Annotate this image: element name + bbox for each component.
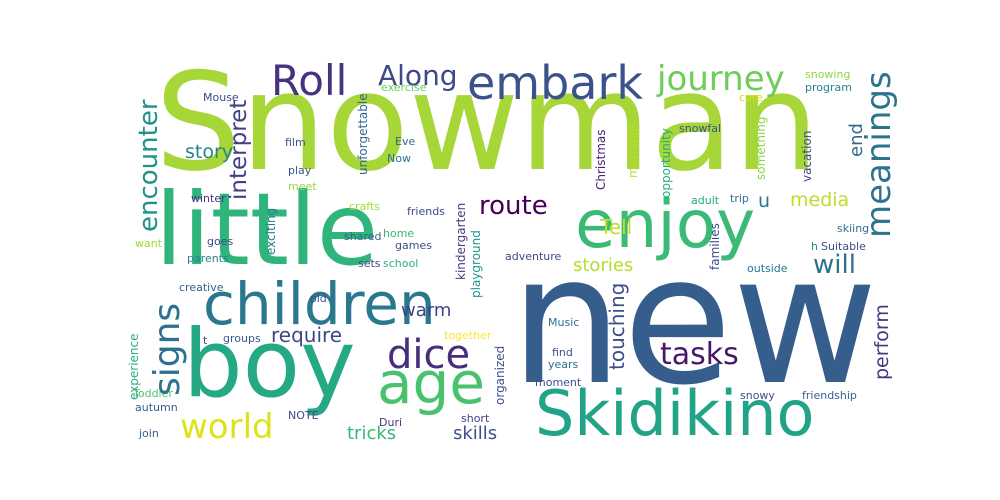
word-parents: parents — [187, 252, 229, 265]
word-roll: Roll — [271, 60, 348, 105]
word-organized: organized — [493, 345, 507, 405]
word-warm: warm — [401, 300, 452, 321]
word-trip: trip — [730, 192, 749, 205]
word-meet: meet — [288, 180, 317, 193]
word-crafts: crafts — [349, 200, 381, 213]
word-h: h — [811, 240, 818, 253]
word-require: require — [271, 323, 343, 347]
word-skiing: skiing — [837, 222, 870, 235]
word-tell: Tell — [600, 215, 633, 239]
word-skills: skills — [453, 423, 498, 444]
word-touching: touching — [605, 282, 629, 370]
word-sets: sets — [358, 257, 381, 270]
word-friends: friends — [407, 205, 445, 218]
word-now: Now — [387, 152, 411, 165]
word-adventure: adventure — [505, 250, 562, 263]
word-creative: creative — [179, 281, 224, 294]
word-skidikino: Skidikino — [535, 377, 815, 445]
word-boy: boy — [183, 310, 356, 419]
word-suitable: Suitable — [821, 240, 866, 253]
word-perform: perform — [871, 304, 893, 380]
word-friendship: friendship — [802, 389, 857, 402]
word-find: find — [552, 346, 573, 359]
word-winter: winter — [191, 192, 226, 205]
word-school: school — [383, 257, 419, 270]
word-opportunity: opportunity — [659, 128, 673, 198]
word-vacation: vacation — [800, 130, 814, 182]
word-mouse: Mouse — [203, 91, 239, 104]
word-exercise: exercise — [381, 81, 427, 94]
word-games: games — [395, 239, 432, 252]
word-stories: stories — [573, 255, 634, 276]
word-tricks: tricks — [347, 423, 397, 444]
word-shared: shared — [344, 230, 382, 243]
word-care: care — [739, 91, 763, 104]
word-will: will — [813, 250, 856, 280]
word-meanings: meanings — [859, 71, 899, 238]
word-new: new — [510, 217, 878, 424]
word-end: end — [846, 123, 867, 157]
word-join: join — [139, 427, 159, 440]
word-media: media — [790, 189, 850, 211]
word-cloud: Snowman new little boy children enjoy ag… — [125, 60, 900, 445]
word-kindergarten: kindergarten — [454, 202, 468, 280]
word-snowing: snowing — [805, 68, 851, 81]
word-children: children — [203, 270, 436, 338]
word-families: families — [708, 223, 722, 270]
word-along: Along — [378, 60, 458, 92]
word-snowy: snowy — [740, 389, 775, 402]
word-exciting: exciting — [264, 207, 278, 255]
word-age: age — [377, 349, 486, 417]
word-christmas: Christmas — [594, 129, 608, 190]
word-autumn: autumn — [135, 401, 178, 414]
word-eve: Eve — [395, 135, 416, 148]
word-toddler: Toddler — [133, 387, 173, 400]
word-film: film — [285, 136, 306, 149]
word-experience: experience — [127, 333, 141, 400]
word-program: program — [805, 81, 852, 94]
word-interpret: interpret — [226, 99, 252, 200]
word-u: u — [758, 190, 771, 212]
word-note: NOTE — [288, 409, 319, 422]
word-little: little — [155, 171, 379, 288]
word-years: years — [548, 358, 579, 371]
word-story: story — [185, 141, 234, 163]
word-adult: adult — [691, 194, 720, 207]
word-short: short — [461, 412, 490, 425]
word-embark: embark — [467, 60, 644, 110]
word-snowfal: snowfal — [679, 122, 722, 135]
word-music: Music — [548, 316, 580, 329]
word-journey: journey — [657, 60, 785, 99]
word-encounter: encounter — [134, 99, 164, 232]
word-something: something — [754, 116, 768, 180]
word-want: want — [135, 237, 163, 250]
word-dice: dice — [387, 332, 471, 378]
word-goes: goes — [207, 235, 234, 248]
word-unforgettable: unforgettable — [356, 93, 370, 175]
word-playground: playground — [469, 230, 483, 298]
word-outside: outside — [747, 262, 788, 275]
word-old: old — [310, 292, 327, 305]
word-together: together — [444, 329, 492, 342]
word-t: t — [203, 334, 208, 347]
word-snowman: Snowman — [155, 60, 820, 201]
word-mornings: mornings — [626, 121, 640, 178]
word-duri: Duri — [379, 416, 403, 429]
word-tasks: tasks — [660, 337, 739, 372]
word-play: play — [288, 164, 312, 177]
word-signs: signs — [147, 302, 188, 396]
word-world: world — [180, 407, 274, 445]
word-route: route — [479, 191, 548, 221]
word-enjoy: enjoy — [575, 186, 756, 263]
word-home: home — [383, 227, 415, 240]
word-groups: groups — [223, 332, 261, 345]
word-moment: moment — [535, 376, 582, 389]
